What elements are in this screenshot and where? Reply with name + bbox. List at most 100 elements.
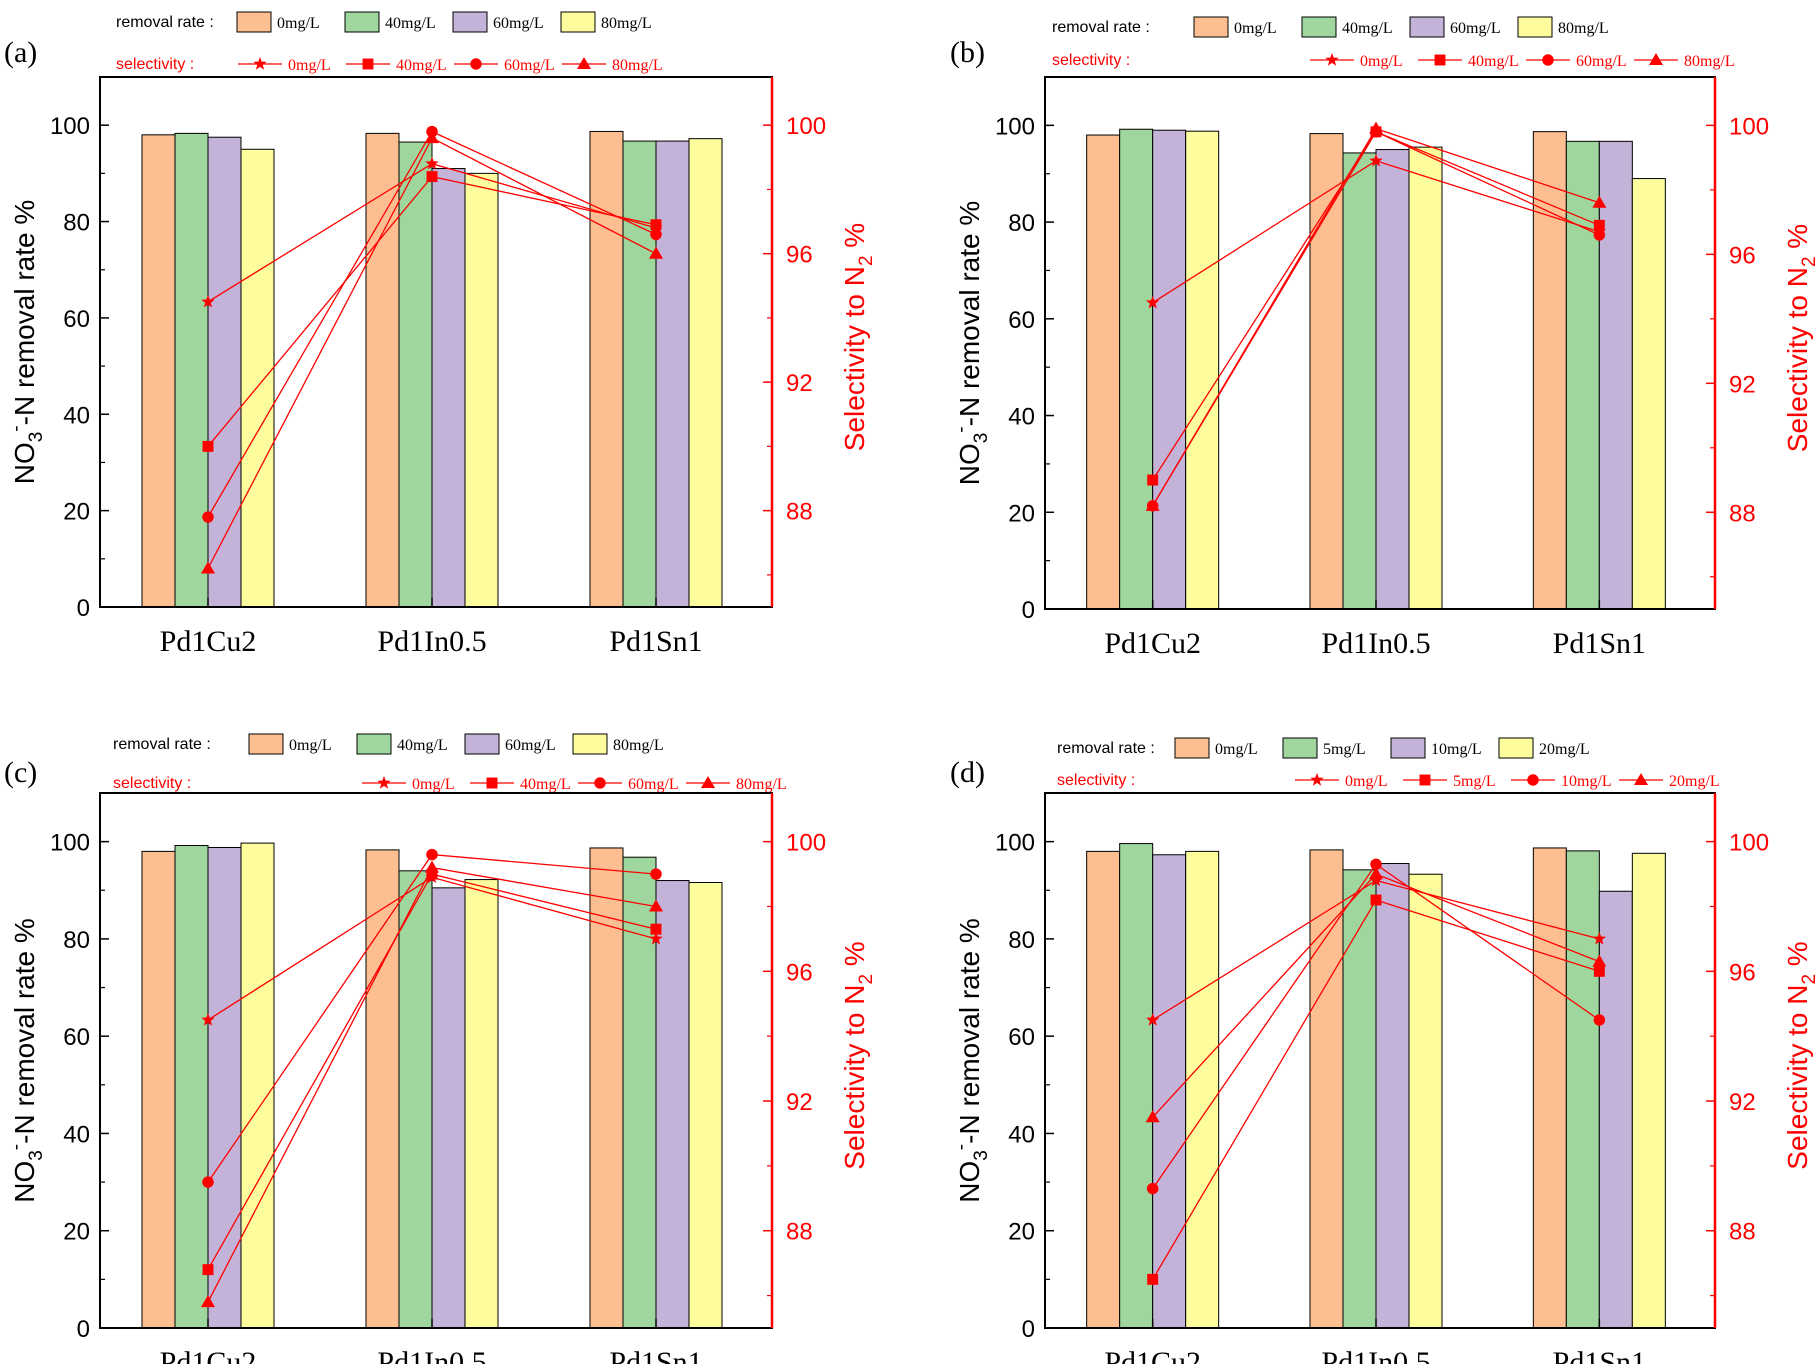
y-tick-label: 20 bbox=[63, 499, 90, 526]
y2-tick-label: 92 bbox=[786, 370, 813, 397]
bar bbox=[398, 870, 433, 1329]
selectivity-point bbox=[1369, 867, 1383, 880]
bar bbox=[1152, 854, 1187, 1329]
legend-item-label: 20mg/L bbox=[1669, 773, 1720, 790]
chart-panel-c: (c) removal rate : selectivity : 0mg/L 40mg/… bbox=[4, 733, 877, 1364]
selectivity-point bbox=[425, 156, 439, 170]
bar bbox=[1342, 152, 1377, 610]
y-tick-label: 60 bbox=[1008, 307, 1035, 334]
y-tick-label: 20 bbox=[1008, 500, 1035, 527]
legend-swatch bbox=[1517, 16, 1553, 38]
panel-label: (d) bbox=[950, 756, 985, 789]
bar bbox=[1185, 130, 1220, 610]
bar bbox=[141, 134, 176, 608]
selectivity-point bbox=[1369, 153, 1383, 167]
y-tick-label: 40 bbox=[1008, 404, 1035, 431]
bar bbox=[398, 141, 433, 608]
legend-selectivity-title: selectivity : bbox=[116, 56, 194, 73]
legend-item-label: 80mg/L bbox=[736, 776, 787, 793]
y2-tick-label: 96 bbox=[1729, 242, 1756, 269]
y-tick-label: 40 bbox=[63, 402, 90, 429]
legend-marker bbox=[1649, 53, 1663, 66]
y2-tick-label: 88 bbox=[1729, 1219, 1756, 1246]
x-tick-label: Pd1In0.5 bbox=[377, 625, 486, 658]
y-tick-label: 40 bbox=[63, 1121, 90, 1148]
bar bbox=[1119, 843, 1154, 1329]
legend-marker bbox=[701, 776, 715, 789]
legend-marker bbox=[594, 777, 606, 789]
legend-item-label: 60mg/L bbox=[628, 776, 679, 793]
legend-swatch bbox=[464, 733, 500, 755]
selectivity-point bbox=[1370, 858, 1382, 871]
legend-item-label: 20mg/L bbox=[1539, 741, 1590, 758]
bar bbox=[688, 881, 723, 1329]
legend-removal-title: removal rate : bbox=[1052, 19, 1150, 36]
selectivity-point bbox=[425, 860, 439, 873]
selectivity-point bbox=[1146, 1182, 1159, 1195]
x-tick-label: Pd1In0.5 bbox=[377, 1346, 486, 1364]
selectivity-point bbox=[1593, 219, 1605, 231]
y2-axis-label: Selectivity to N2 % bbox=[1782, 224, 1817, 452]
legend-item-label: 0mg/L bbox=[289, 737, 332, 754]
selectivity-point bbox=[426, 868, 438, 880]
bar bbox=[1631, 178, 1666, 610]
selectivity-point bbox=[201, 1013, 215, 1026]
selectivity-point bbox=[1145, 1110, 1160, 1123]
bar bbox=[1598, 890, 1633, 1329]
y2-tick-label: 96 bbox=[1729, 959, 1756, 986]
selectivity-point bbox=[1147, 474, 1159, 486]
legend-item-label: 80mg/L bbox=[1684, 53, 1735, 70]
legend-item-label: 80mg/L bbox=[601, 15, 652, 32]
legend-item-label: 60mg/L bbox=[505, 737, 556, 754]
legend-swatch bbox=[452, 11, 488, 33]
bar bbox=[207, 136, 242, 608]
legend-item-label: 0mg/L bbox=[1345, 773, 1388, 790]
x-tick-label: Pd1Sn1 bbox=[1553, 627, 1646, 660]
legend-item-label: 0mg/L bbox=[412, 776, 455, 793]
bar bbox=[1532, 131, 1567, 610]
panel-label: (c) bbox=[4, 756, 37, 789]
bar bbox=[622, 140, 657, 608]
bar bbox=[174, 132, 209, 608]
selectivity-point bbox=[1369, 121, 1383, 134]
x-tick-label: Pd1In0.5 bbox=[1321, 1346, 1430, 1364]
legend-swatch bbox=[344, 11, 380, 33]
y-tick-label: 100 bbox=[995, 113, 1035, 140]
legend-item-label: 0mg/L bbox=[1215, 741, 1258, 758]
legend-item-label: 40mg/L bbox=[397, 737, 448, 754]
y2-tick-label: 100 bbox=[786, 113, 826, 140]
panel-label: (a) bbox=[4, 36, 37, 69]
selectivity-point bbox=[1146, 295, 1160, 309]
y-axis-label: NO3--N removal rate % bbox=[951, 201, 992, 486]
y-tick-label: 80 bbox=[1008, 927, 1035, 954]
y-tick-label: 60 bbox=[1008, 1024, 1035, 1051]
legend-swatch bbox=[572, 733, 608, 755]
legend: removal rate : selectivity : 0mg/L 40mg/L 60… bbox=[1052, 16, 1735, 70]
bar bbox=[1152, 129, 1187, 610]
legend-item-label: 5mg/L bbox=[1323, 741, 1366, 758]
legend-swatch bbox=[236, 11, 272, 33]
legend-marker bbox=[253, 57, 267, 70]
bar bbox=[1086, 850, 1121, 1329]
chart-panel-d: (d) removal rate : selectivity : 0mg/L 5mg/L… bbox=[950, 737, 1817, 1364]
bar bbox=[1309, 133, 1344, 610]
y2-axis-label: Selectivity to N2 % bbox=[839, 223, 877, 451]
bar bbox=[240, 842, 275, 1329]
chart-panel-b: (b) removal rate : selectivity : 0mg/L 40mg/… bbox=[950, 16, 1817, 660]
bar bbox=[1375, 863, 1410, 1329]
legend-item-label: 0mg/L bbox=[1234, 20, 1277, 37]
y-tick-label: 60 bbox=[63, 306, 90, 333]
selectivity-point bbox=[1593, 229, 1606, 241]
panel-label: (b) bbox=[950, 36, 985, 69]
selectivity-point bbox=[650, 228, 662, 241]
bar bbox=[464, 172, 499, 608]
selectivity-point bbox=[1593, 1014, 1606, 1026]
y-tick-label: 80 bbox=[63, 210, 90, 237]
legend-marker bbox=[1527, 774, 1539, 786]
legend-item-label: 80mg/L bbox=[1558, 20, 1609, 37]
x-tick-label: Pd1Cu2 bbox=[1104, 1346, 1201, 1364]
y-axis-label: NO3--N removal rate % bbox=[6, 918, 47, 1203]
legend-item-label: 5mg/L bbox=[1453, 773, 1496, 790]
selectivity-point bbox=[650, 219, 662, 231]
